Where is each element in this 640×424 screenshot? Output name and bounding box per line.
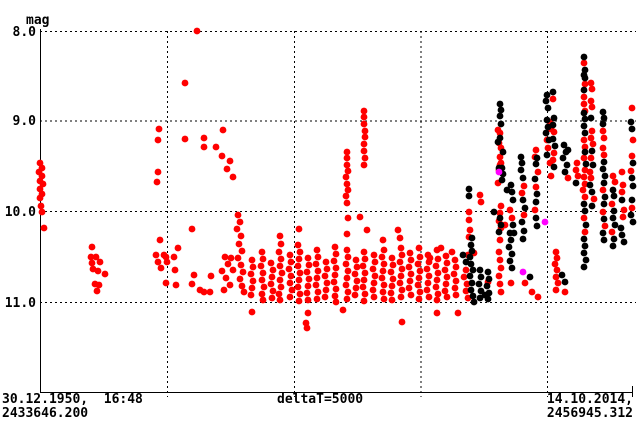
x-end-jd-label: 2456945.312 <box>546 406 633 421</box>
x-end-date-label: 14.10.2014, <box>546 392 633 407</box>
y-tick-10: 10.0 <box>4 205 36 220</box>
y-tick-8: 8.0 <box>12 25 36 40</box>
x-start-date-label: 30.12.1950, 16:48 <box>2 392 143 407</box>
x-start-jd-label: 2433646.200 <box>2 406 89 421</box>
marked-magenta <box>495 168 549 276</box>
observations-red <box>35 27 637 332</box>
delta-t-label: deltaT=5000 <box>277 392 364 407</box>
y-axis-unit-label: mag <box>26 13 50 28</box>
y-tick-9: 9.0 <box>12 114 36 129</box>
y-tick-11: 11.0 <box>4 296 36 311</box>
